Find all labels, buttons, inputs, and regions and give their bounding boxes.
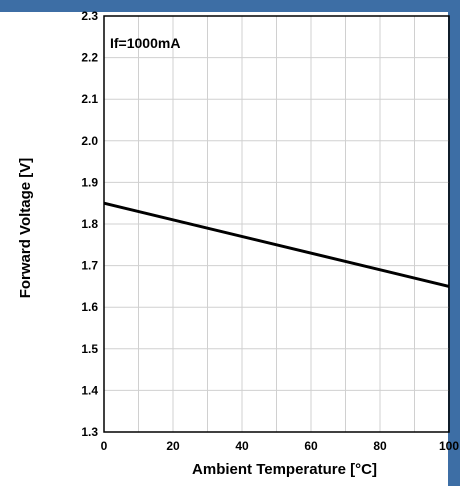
- y-tick-label: 2.1: [81, 92, 98, 106]
- y-tick-labels: 1.3 1.4 1.5 1.6 1.7 1.8 1.9 2.0 2.1 2.2 2.3: [81, 9, 98, 439]
- y-tick-label: 1.9: [81, 175, 98, 189]
- forward-voltage-line: [103, 201, 450, 288]
- x-tick-label: 100: [439, 439, 459, 453]
- plot-frame: [103, 15, 450, 433]
- y-tick-label: 1.3: [81, 425, 98, 439]
- series-layer: [103, 201, 450, 288]
- grid: [104, 16, 449, 432]
- y-tick-label: 1.8: [81, 217, 98, 231]
- y-tick-label: 1.6: [81, 300, 98, 314]
- right-accent-band: [448, 0, 460, 486]
- y-tick-label: 2.2: [81, 51, 98, 65]
- y-tick-label: 1.5: [81, 342, 98, 356]
- x-tick-label: 80: [373, 439, 387, 453]
- x-tick-label: 40: [235, 439, 249, 453]
- y-tick-label: 1.4: [81, 383, 98, 397]
- x-tick-label: 60: [304, 439, 318, 453]
- x-tick-label: 0: [101, 439, 108, 453]
- x-tick-label: 20: [166, 439, 180, 453]
- x-tick-labels: 0 20 40 60 80 100: [101, 439, 460, 453]
- x-axis-label: Ambient Temperature [°C]: [192, 461, 377, 478]
- top-accent-band: [0, 0, 460, 12]
- y-axis-label: Forward Voltage [V]: [17, 158, 34, 299]
- y-tick-label: 1.7: [81, 259, 98, 273]
- y-tick-label: 2.3: [81, 9, 98, 23]
- current-annotation: If=1000mA: [110, 35, 180, 51]
- y-tick-label: 2.0: [81, 134, 98, 148]
